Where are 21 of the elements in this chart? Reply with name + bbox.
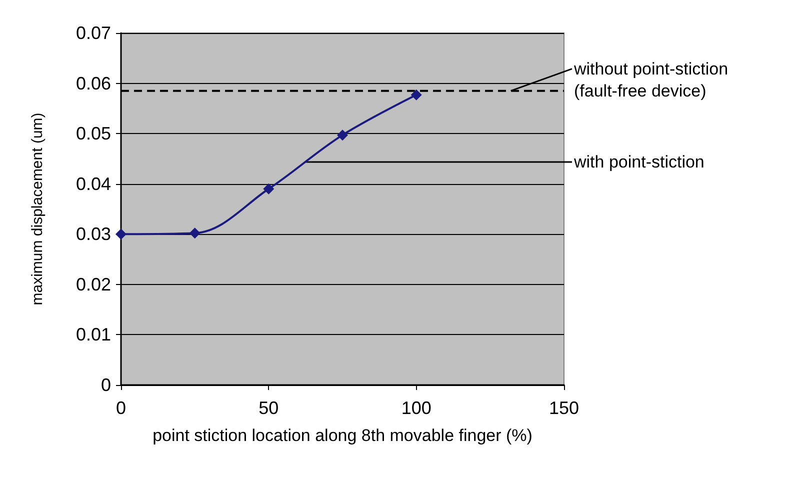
point [189, 228, 200, 239]
point [410, 89, 422, 100]
y-axis-title: maximum displacement (um) [29, 112, 46, 306]
y-tick-label: 0.02 [76, 274, 111, 294]
y-tick-label: 0.06 [76, 73, 111, 94]
ref-line-label: without point-stiction (fault-free device) [573, 59, 728, 100]
x-axis-title: point stiction location along 8th movable finger (%) [152, 426, 532, 445]
point [337, 130, 348, 141]
y-tick-label: 0.03 [76, 224, 111, 244]
x-tick-label: 0 [116, 398, 126, 418]
point [263, 183, 274, 194]
y-tick-label: 0.01 [76, 324, 111, 345]
x-tick-label: 50 [258, 398, 279, 418]
y-tick-label: 0.05 [76, 124, 111, 144]
x-tick-label: 100 [401, 398, 432, 418]
y-tick-label: 0 [100, 375, 111, 395]
y-tick-label: 0.04 [76, 174, 111, 194]
point [116, 228, 126, 240]
y-tick-label: 0.07 [76, 23, 111, 43]
x-tick-label: 150 [548, 398, 580, 418]
text: with point-stiction [573, 152, 704, 172]
